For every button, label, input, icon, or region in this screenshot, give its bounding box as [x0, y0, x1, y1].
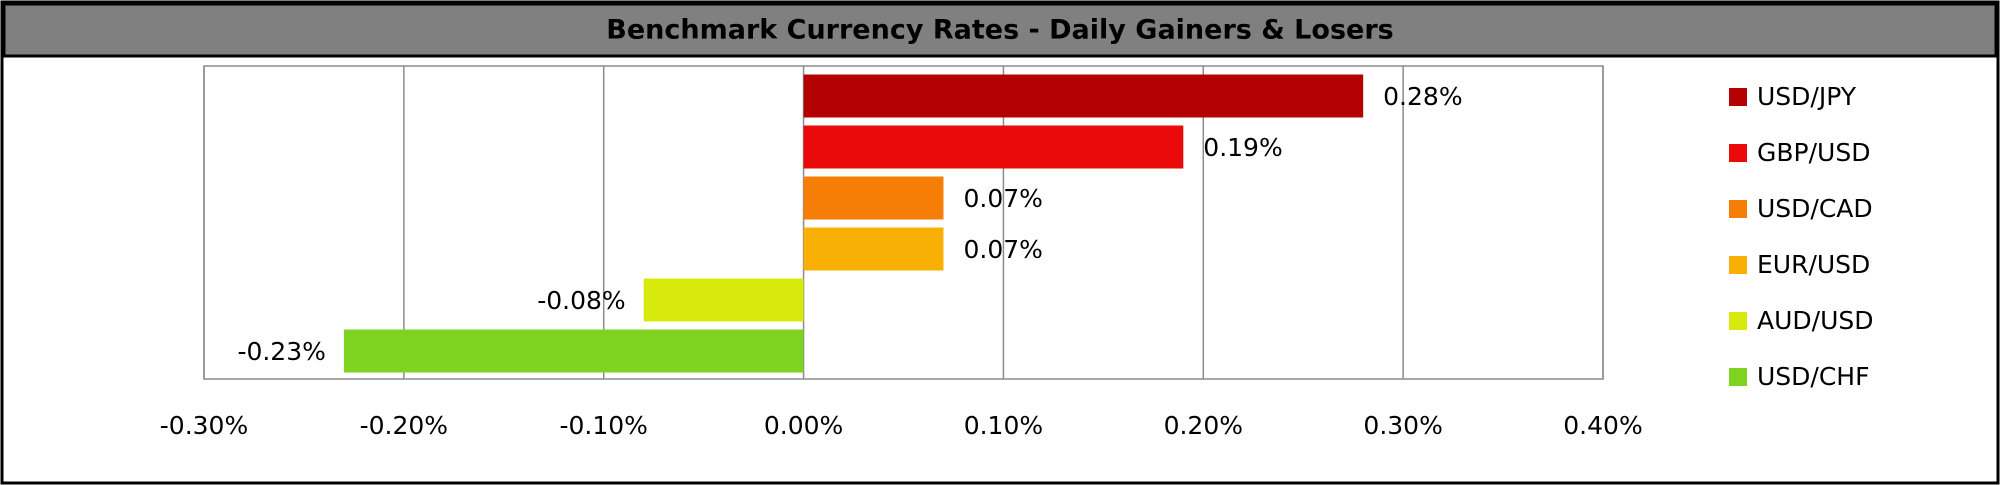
legend-swatch — [1729, 88, 1747, 106]
x-tick-label: -0.10% — [559, 411, 647, 440]
bar — [343, 329, 804, 373]
x-tick-label: 0.20% — [1164, 411, 1243, 440]
legend-swatch — [1729, 200, 1747, 218]
data-label: 0.19% — [1203, 133, 1282, 162]
data-label: 0.28% — [1383, 82, 1462, 111]
legend-label: USD/JPY — [1757, 82, 1857, 111]
data-label: 0.07% — [963, 184, 1042, 213]
x-tick-label: 0.00% — [764, 411, 843, 440]
bar — [803, 176, 944, 220]
title-bar — [2, 2, 1998, 58]
plot-border — [203, 65, 1604, 380]
data-label: -0.23% — [237, 337, 325, 366]
legend-label: GBP/USD — [1757, 138, 1870, 167]
bar — [803, 74, 1364, 118]
x-tick-label: 0.10% — [964, 411, 1043, 440]
x-tick-label: 0.30% — [1363, 411, 1442, 440]
legend-swatch — [1729, 256, 1747, 274]
bar — [803, 227, 944, 271]
legend-label: AUD/USD — [1757, 306, 1874, 335]
legend-swatch — [1729, 368, 1747, 386]
x-tick-label: 0.40% — [1563, 411, 1642, 440]
legend-label: EUR/USD — [1757, 250, 1870, 279]
data-label: -0.08% — [537, 286, 625, 315]
bar — [643, 278, 804, 322]
legend-swatch — [1729, 312, 1747, 330]
chart-title: Benchmark Currency Rates - Daily Gainers… — [606, 15, 1393, 46]
data-label: 0.07% — [963, 235, 1042, 264]
x-tick-label: -0.20% — [360, 411, 448, 440]
legend-swatch — [1729, 144, 1747, 162]
x-tick-label: -0.30% — [160, 411, 248, 440]
bar — [803, 125, 1184, 169]
legend-label: USD/CAD — [1757, 194, 1873, 223]
legend-label: USD/CHF — [1757, 362, 1869, 391]
